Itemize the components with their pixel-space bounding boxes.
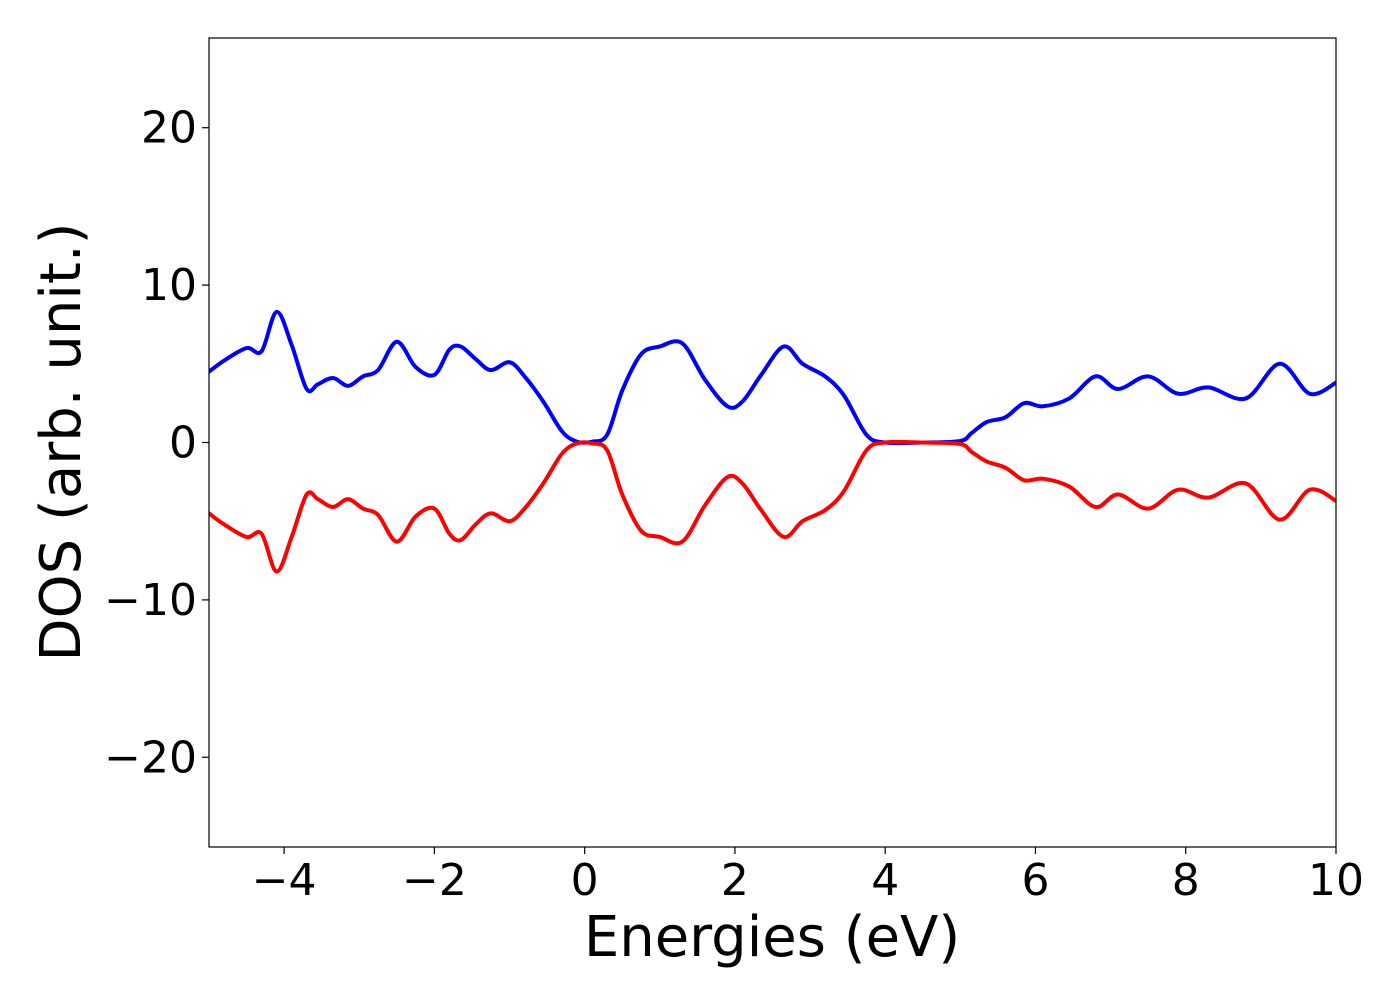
y-tick-label: 20 (141, 103, 197, 154)
x-tick-label: 6 (1021, 855, 1049, 906)
x-tick-label: −2 (402, 855, 467, 906)
x-tick-label: 2 (721, 855, 749, 906)
x-axis-label: Energies (eV) (584, 905, 960, 970)
y-tick-label: −20 (104, 732, 197, 783)
x-tick-label: 8 (1172, 855, 1200, 906)
y-tick-label: 0 (169, 418, 197, 469)
x-axis: −4 −2 0 2 4 6 8 10 (252, 847, 1364, 906)
y-axis-label: DOS (arb. unit.) (29, 222, 94, 661)
x-tick-label: 0 (571, 855, 599, 906)
x-tick-label: 4 (871, 855, 899, 906)
y-tick-label: −10 (104, 575, 197, 626)
x-tick-label: 10 (1308, 855, 1364, 906)
spin-down-dos-line (209, 439, 1336, 574)
x-tick-label: −4 (252, 855, 317, 906)
plot-frame (208, 37, 1337, 848)
series-layer (209, 309, 1336, 574)
y-axis: −20 −10 0 10 20 (104, 103, 209, 783)
y-tick-label: 10 (141, 260, 197, 311)
spin-up-dos-line (209, 309, 1336, 446)
